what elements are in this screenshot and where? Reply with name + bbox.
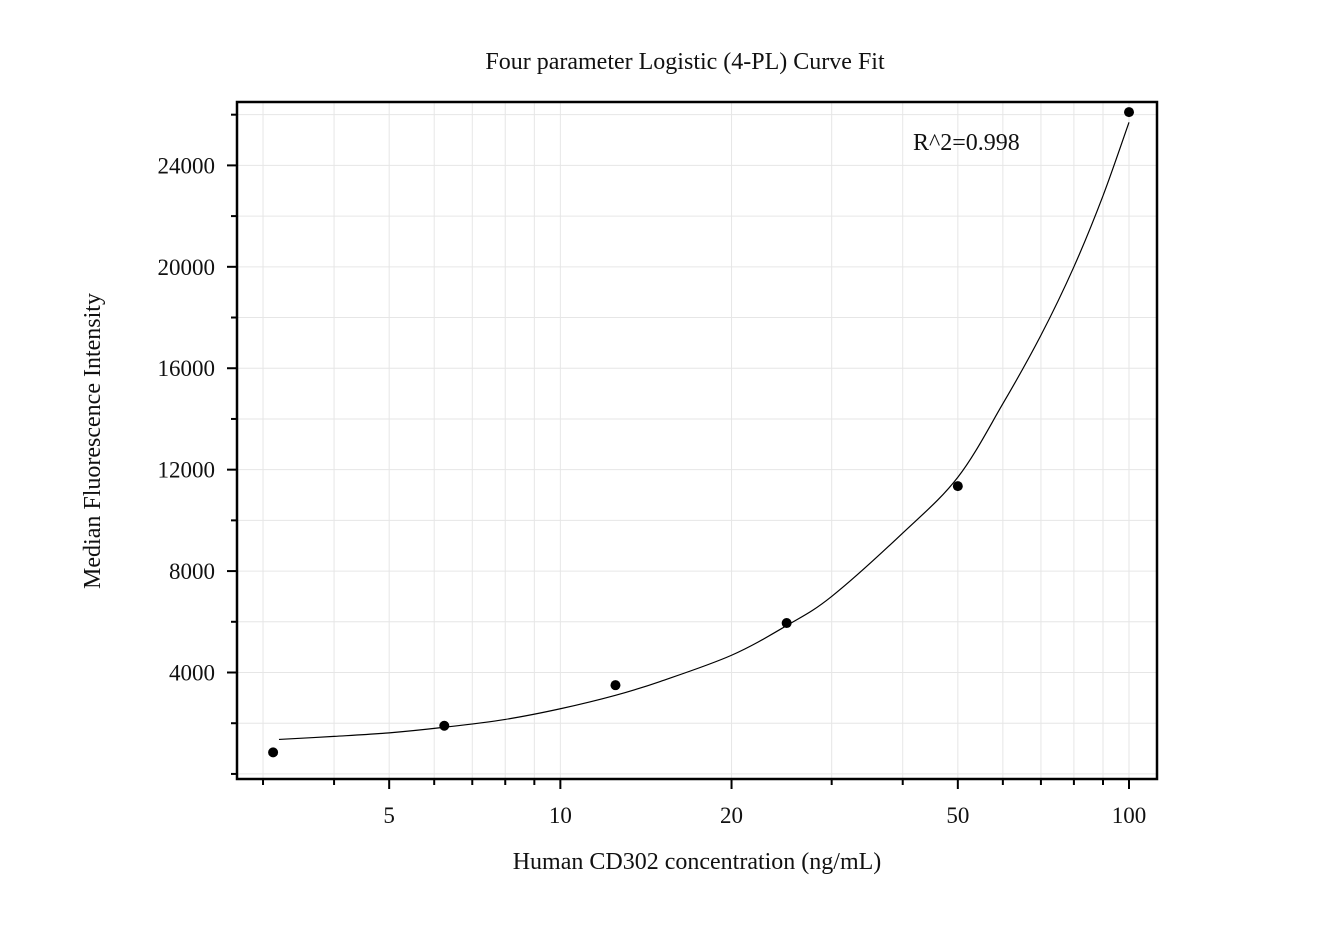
- fit-curve-layer: [278, 122, 1130, 741]
- r-squared-annotation: R^2=0.998: [913, 130, 1020, 156]
- y-tick-label: 4000: [169, 661, 215, 686]
- y-tick-label: 12000: [158, 458, 216, 483]
- y-tick-label: 16000: [158, 356, 216, 381]
- data-point: [268, 747, 279, 758]
- y-tick-label: 20000: [158, 255, 216, 280]
- data-point: [952, 481, 963, 492]
- y-tick-label: 8000: [169, 559, 215, 584]
- data-points: [268, 107, 1135, 758]
- x-tick-label: 10: [549, 803, 572, 828]
- data-point: [610, 680, 621, 691]
- data-point: [439, 720, 450, 731]
- axis-ticks: 5 10 20 50 100 4000 8000 12000 16000 20000 24000: [158, 113, 1147, 828]
- data-point: [1124, 107, 1135, 118]
- x-tick-label: 50: [946, 803, 969, 828]
- chart-title: Four parameter Logistic (4-PL) Curve Fit: [485, 49, 885, 75]
- y-tick-label: 24000: [158, 153, 216, 178]
- fit-curve: [278, 122, 1130, 741]
- y-axis-label: Median Fluorescence Intensity: [80, 293, 106, 589]
- x-tick-label: 20: [720, 803, 743, 828]
- x-tick-label: 100: [1112, 803, 1147, 828]
- data-point: [781, 618, 792, 629]
- plot-frame: [235, 100, 1159, 781]
- grid-lines: [237, 102, 1157, 779]
- x-tick-label: 5: [383, 803, 395, 828]
- x-axis-label: Human CD302 concentration (ng/mL): [513, 849, 882, 875]
